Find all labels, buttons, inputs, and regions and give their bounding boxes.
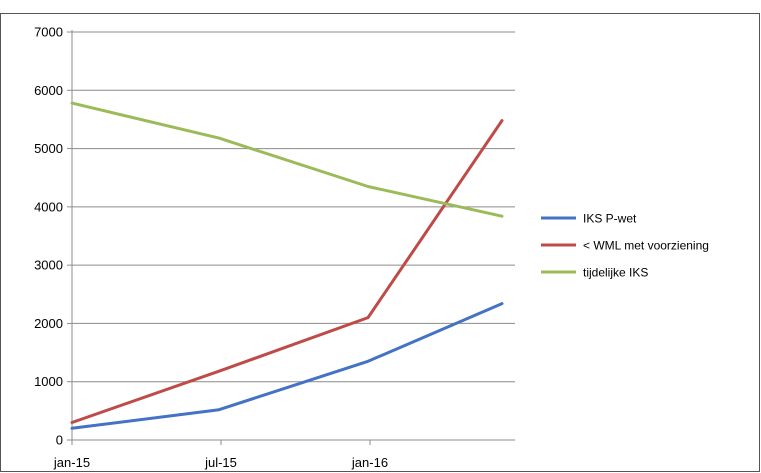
series-lines	[70, 101, 504, 430]
chart-border	[0, 13, 760, 472]
x-axis-tick-labels: jan-15 jul-15 jan-16	[53, 455, 388, 470]
legend-label-1: < WML met voorziening	[583, 239, 709, 253]
grid-lines	[67, 31, 515, 441]
y-tick-label: 0	[56, 433, 63, 448]
x-tick-label: jan-16	[351, 455, 388, 470]
series-line-2	[70, 101, 504, 218]
y-tick-label: 4000	[34, 199, 63, 214]
y-tick-label: 5000	[34, 141, 63, 156]
y-tick-label: 3000	[34, 258, 63, 273]
legend-label-2: tijdelijke IKS	[583, 266, 648, 280]
y-tick-label: 7000	[34, 25, 63, 40]
series-line-1	[70, 119, 504, 424]
y-axis-tick-labels: 0 1000 2000 3000 4000 5000 6000 7000	[34, 25, 63, 448]
y-tick-label: 1000	[34, 374, 63, 389]
axes	[71, 30, 515, 445]
legend-label-0: IKS P-wet	[583, 212, 637, 226]
y-tick-label: 6000	[34, 83, 63, 98]
x-tick-label: jul-15	[204, 455, 237, 470]
series-line-0	[70, 302, 504, 430]
x-tick-label: jan-15	[53, 455, 90, 470]
legend: IKS P-wet < WML met voorziening tijdelijke…	[541, 212, 709, 280]
y-tick-label: 2000	[34, 316, 63, 331]
